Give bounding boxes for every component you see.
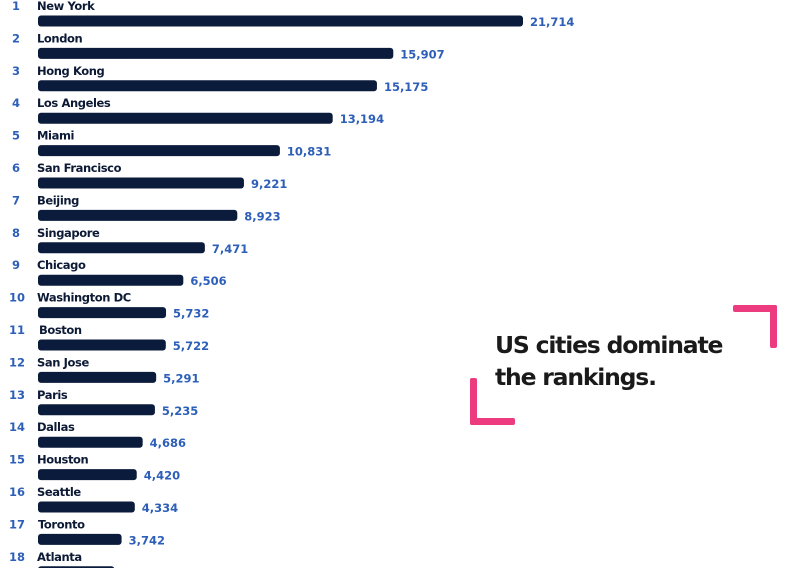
bar [38, 469, 137, 481]
value-label: 8,923 [244, 209, 280, 223]
callout-bracket-bottom-horizontal [470, 418, 515, 425]
city-label: London [37, 31, 83, 45]
value-label: 4,334 [142, 501, 178, 515]
city-label: Paris [37, 388, 68, 402]
bar [38, 339, 166, 351]
rank-label: 10 [9, 291, 25, 305]
bar [38, 404, 155, 416]
city-label: Boston [39, 323, 82, 337]
callout-line-2: the rankings. [495, 363, 657, 391]
value-label: 3,420 [121, 566, 157, 568]
bar [38, 80, 377, 92]
bar [38, 112, 333, 124]
value-label: 15,907 [400, 47, 444, 61]
bar [38, 533, 122, 545]
value-label: 10,831 [287, 145, 331, 159]
city-label: Houston [37, 453, 89, 467]
rank-label: 7 [12, 193, 20, 207]
bar [38, 274, 184, 286]
city-label: San Jose [37, 355, 89, 369]
bar [38, 209, 238, 221]
bar [38, 47, 394, 59]
callout-text: US cities dominate the rankings. [495, 329, 795, 393]
rank-label: 3 [12, 64, 20, 78]
value-label: 21,714 [530, 15, 574, 29]
city-label: Los Angeles [37, 96, 111, 110]
callout-bracket-top-horizontal [733, 305, 777, 312]
city-label: Atlanta [37, 550, 82, 564]
city-label: Hong Kong [37, 64, 105, 78]
bar [38, 307, 167, 319]
city-label: Chicago [37, 258, 86, 272]
value-label: 4,686 [150, 436, 186, 450]
rank-label: 8 [12, 226, 20, 240]
rank-label: 4 [12, 96, 20, 110]
rank-label: 5 [12, 129, 20, 143]
rank-label: 17 [9, 517, 25, 531]
bar [38, 242, 205, 254]
city-label: Seattle [37, 485, 81, 499]
value-label: 5,722 [173, 339, 209, 353]
rank-label: 13 [9, 388, 25, 402]
city-label: Washington DC [37, 291, 131, 305]
rank-label: 2 [12, 31, 20, 45]
value-label: 5,732 [173, 307, 209, 321]
value-label: 15,175 [384, 80, 428, 94]
rank-label: 14 [9, 420, 25, 434]
city-label: Miami [37, 129, 74, 143]
city-label: Toronto [38, 517, 85, 531]
value-label: 4,420 [144, 469, 180, 483]
city-label: San Francisco [37, 161, 122, 175]
rank-label: 16 [9, 485, 25, 499]
city-label: Singapore [37, 226, 100, 240]
rank-label: 6 [12, 161, 20, 175]
value-label: 13,194 [340, 112, 384, 126]
rank-label: 12 [9, 355, 25, 369]
bar [38, 436, 143, 448]
rank-label: 1 [12, 0, 20, 13]
rank-label: 11 [9, 323, 25, 337]
value-label: 6,506 [190, 274, 226, 288]
value-label: 7,471 [212, 242, 248, 256]
value-label: 3,742 [129, 533, 165, 547]
bar [38, 371, 157, 383]
city-label: Beijing [37, 193, 79, 207]
bar [38, 145, 280, 157]
bar [38, 501, 135, 513]
callout-line-1: US cities dominate [495, 331, 723, 359]
rank-label: 18 [9, 550, 25, 564]
rank-label: 9 [12, 258, 20, 272]
callout-bracket-top-vertical [770, 305, 777, 348]
city-label: New York [37, 0, 95, 13]
value-label: 5,291 [163, 371, 199, 385]
city-label: Dallas [37, 420, 75, 434]
bar [38, 177, 244, 189]
callout-bracket-bottom-vertical [470, 378, 477, 425]
rank-label: 15 [9, 453, 25, 467]
bar [38, 15, 523, 27]
value-label: 5,235 [162, 404, 198, 418]
value-label: 9,221 [251, 177, 287, 191]
